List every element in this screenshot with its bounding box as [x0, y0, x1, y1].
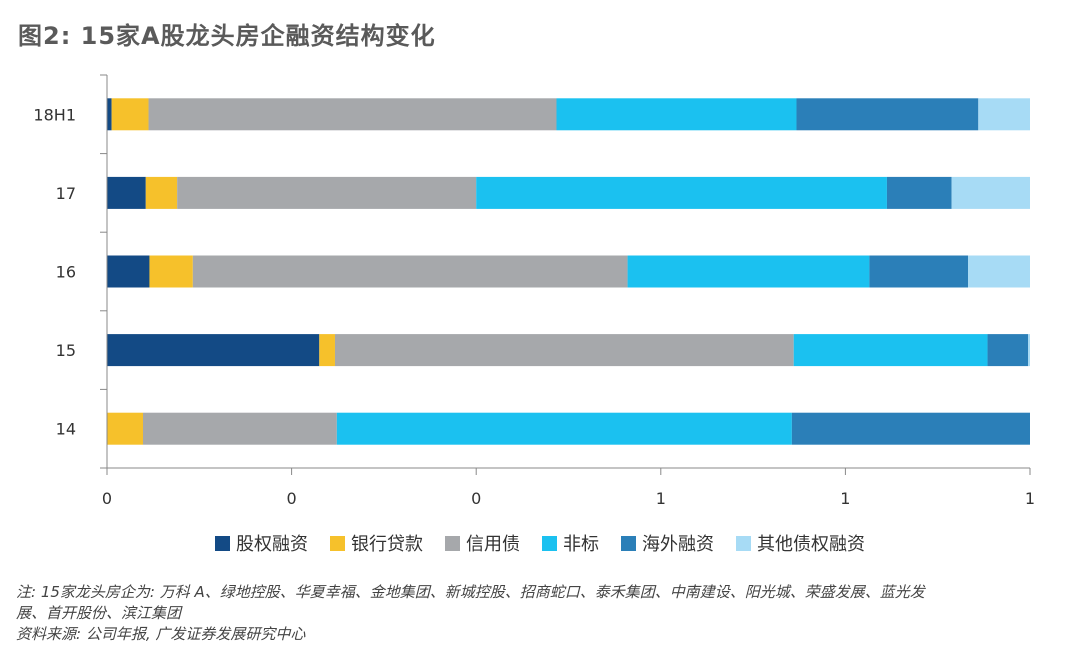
bar-segment-16-1 — [107, 255, 150, 288]
bar-segment-14-5 — [791, 412, 1030, 445]
bar-segment-15-1 — [107, 334, 320, 367]
legend-label: 信用债 — [466, 534, 520, 555]
bar-segment-15-6 — [1028, 334, 1030, 367]
x-tick-label: 1 — [840, 489, 850, 508]
bar-segment-18H1-4 — [556, 98, 797, 131]
x-tick-label: 1 — [656, 489, 666, 508]
axes-group: 18H1 17 16 15 14 0 0 0 1 1 1 — [33, 74, 1035, 508]
legend-item: 信用债 — [445, 530, 520, 556]
legend-swatch — [330, 535, 345, 551]
bar-segment-18H1-2 — [111, 98, 149, 131]
legend-item: 股权融资 — [215, 530, 308, 556]
bar-segment-15-5 — [987, 334, 1029, 367]
bar-segment-17-5 — [886, 176, 952, 209]
chart-title: 图2: 15家A股龙头房企融资结构变化 — [18, 22, 436, 50]
y-tick-label: 17 — [56, 184, 76, 203]
legend-label: 其他债权融资 — [757, 534, 865, 555]
x-tick-label: 0 — [471, 489, 481, 508]
legend-swatch — [215, 535, 230, 551]
legend-swatch — [445, 535, 460, 551]
legend-label: 股权融资 — [236, 534, 308, 555]
bar-segment-18H1-1 — [107, 98, 112, 131]
footnote-line-1: 注: 15家龙头房企为: 万科 A、绿地控股、华夏幸福、金地集团、新城控股、招商… — [16, 583, 925, 601]
bar-segment-15-4 — [793, 334, 988, 367]
y-tick-label: 16 — [56, 263, 76, 282]
bar-segment-17-3 — [177, 176, 477, 209]
legend-item: 银行贷款 — [330, 530, 423, 556]
bar-segment-14-3 — [142, 412, 337, 445]
bar-segment-14-2 — [107, 412, 143, 445]
bar-segment-17-6 — [951, 176, 1030, 209]
bar-segment-16-5 — [869, 255, 969, 288]
bar-segment-17-1 — [107, 176, 146, 209]
y-tick-label: 15 — [56, 341, 76, 360]
legend-label: 银行贷款 — [351, 534, 423, 555]
bars-group — [107, 98, 1030, 445]
bar-segment-18H1-3 — [148, 98, 557, 131]
chart-legend: 股权融资 银行贷款 信用债 非标 海外融资 其他债权融资 — [0, 530, 1080, 556]
x-tick-label: 0 — [102, 489, 112, 508]
bar-segment-17-4 — [476, 176, 887, 209]
y-tick-label: 18H1 — [33, 105, 76, 124]
bar-segment-18H1-5 — [796, 98, 979, 131]
y-tick-label: 14 — [56, 420, 76, 439]
legend-item: 非标 — [542, 530, 599, 556]
bar-segment-16-2 — [149, 255, 193, 288]
legend-item: 其他债权融资 — [736, 530, 865, 556]
bar-segment-16-4 — [627, 255, 870, 288]
chart-footnote: 注: 15家龙头房企为: 万科 A、绿地控股、华夏幸福、金地集团、新城控股、招商… — [16, 582, 1066, 645]
legend-swatch — [542, 535, 557, 551]
chart-plot: 18H1 17 16 15 14 0 0 0 1 1 1 — [33, 74, 1035, 508]
bar-segment-17-2 — [145, 176, 178, 209]
legend-swatch — [736, 535, 751, 551]
bar-segment-15-2 — [319, 334, 335, 367]
legend-swatch — [621, 535, 636, 551]
bar-segment-16-6 — [968, 255, 1030, 288]
legend-label: 海外融资 — [642, 534, 714, 555]
x-tick-label: 1 — [1025, 489, 1035, 508]
legend-label: 非标 — [563, 534, 599, 555]
legend-item: 海外融资 — [621, 530, 714, 556]
x-tick-label: 0 — [287, 489, 297, 508]
source-line: 资料来源: 公司年报, 广发证券发展研究中心 — [16, 625, 306, 643]
bar-segment-16-3 — [192, 255, 628, 288]
bar-segment-18H1-6 — [978, 98, 1030, 131]
footnote-line-2: 展、首开股份、滨江集团 — [16, 604, 182, 622]
bar-segment-14-4 — [336, 412, 792, 445]
bar-segment-15-3 — [334, 334, 794, 367]
